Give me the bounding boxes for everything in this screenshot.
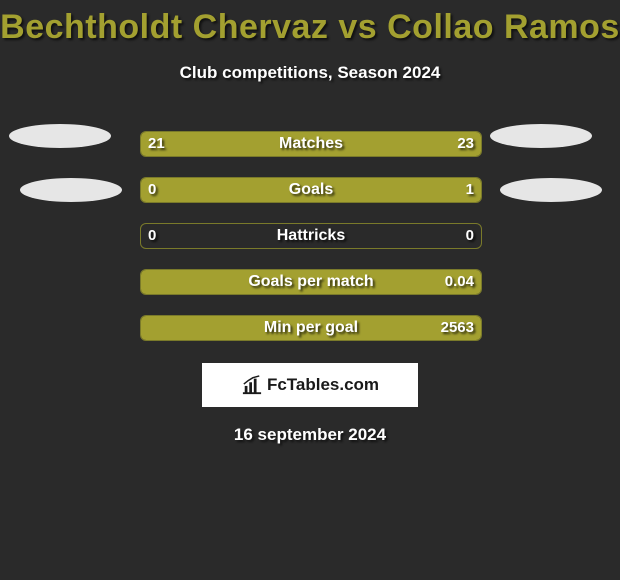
- bar-track: [140, 223, 482, 249]
- bar-right-fill: [202, 178, 481, 202]
- bar-track: [140, 131, 482, 157]
- bar-track: [140, 177, 482, 203]
- bar-left-fill: [141, 178, 202, 202]
- bar-right-fill: [303, 132, 481, 156]
- stat-row-min-per-goal: Min per goal 2563: [0, 305, 620, 351]
- subtitle: Club competitions, Season 2024: [0, 63, 620, 83]
- logo-text: FcTables.com: [267, 375, 379, 395]
- stat-row-goals-per-match: Goals per match 0.04: [0, 259, 620, 305]
- stats-container: 21 Matches 23 0 Goals 1 0 Hattricks 0 Go…: [0, 121, 620, 351]
- bar-track: [140, 315, 482, 341]
- bar-chart-icon: [241, 375, 263, 395]
- date-text: 16 september 2024: [0, 425, 620, 445]
- bar-left-fill: [141, 132, 303, 156]
- player-ellipse-icon: [20, 178, 122, 202]
- bar-right-fill: [141, 270, 481, 294]
- page-title: Bechtholdt Chervaz vs Collao Ramos: [0, 0, 620, 47]
- bar-track: [140, 269, 482, 295]
- fctables-logo: FcTables.com: [202, 363, 418, 407]
- stat-row-hattricks: 0 Hattricks 0: [0, 213, 620, 259]
- player-ellipse-icon: [490, 124, 592, 148]
- bar-right-fill: [141, 316, 481, 340]
- player-ellipse-icon: [500, 178, 602, 202]
- player-ellipse-icon: [9, 124, 111, 148]
